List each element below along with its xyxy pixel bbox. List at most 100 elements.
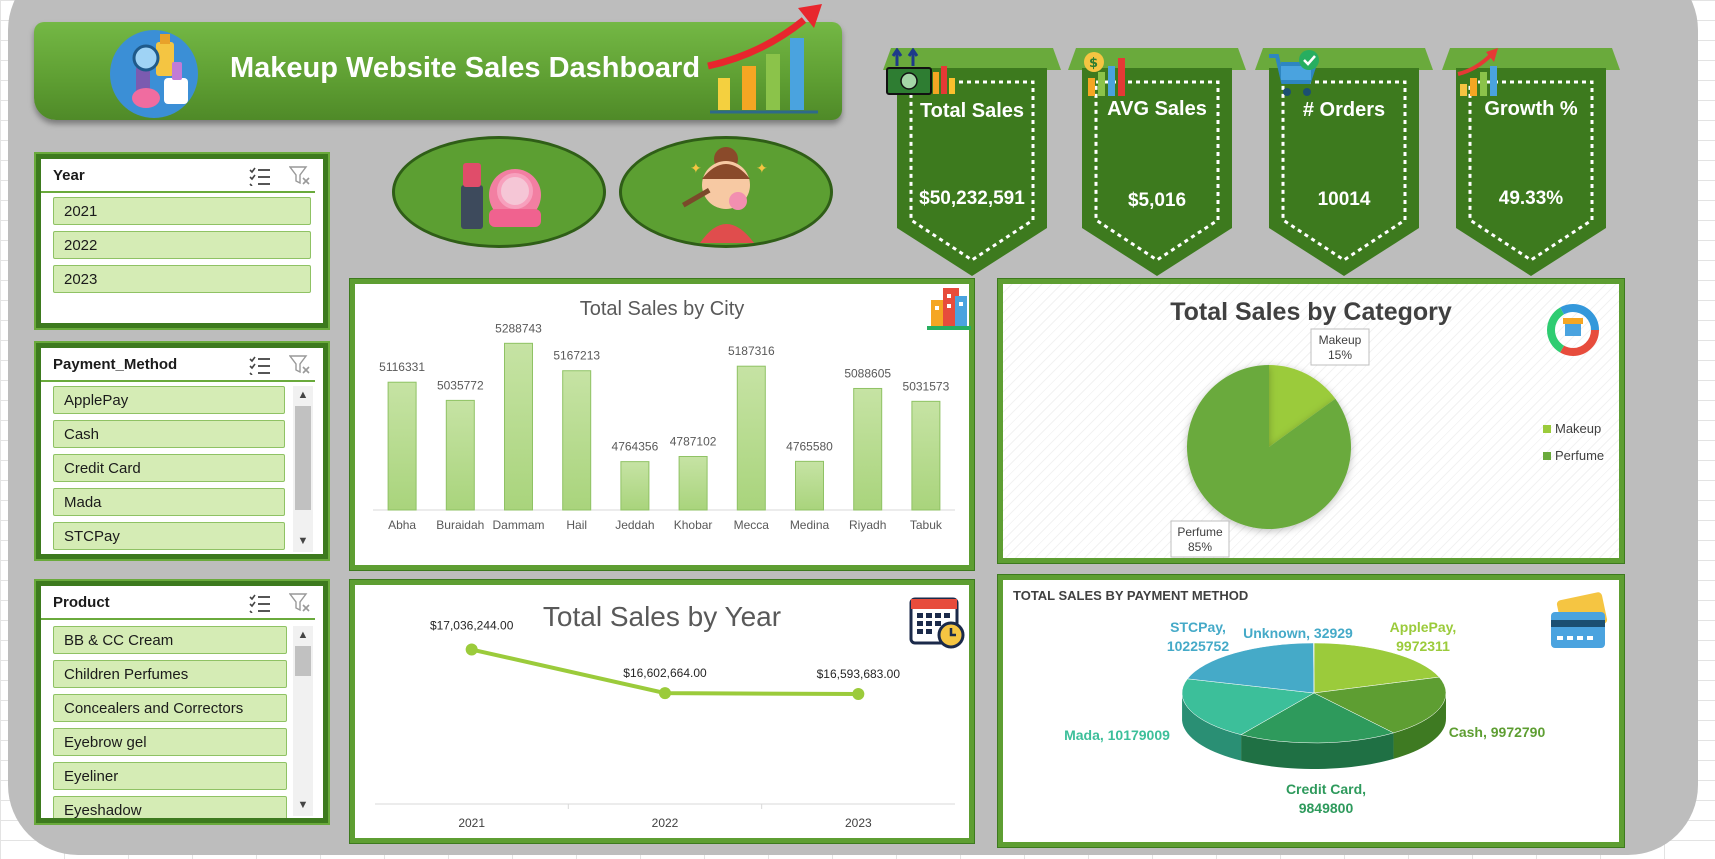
bar (736, 365, 766, 511)
year-item-2022[interactable]: 2022 (53, 231, 311, 259)
payment-item-applepay[interactable]: ApplePay (53, 386, 285, 414)
chart-title: Total Sales by Category (1170, 298, 1452, 326)
kpi-avg-sales: AVG Sales $ $5,016 (1068, 48, 1246, 278)
data-label: 4764356 (612, 440, 659, 454)
scroll-down-icon[interactable]: ▼ (297, 799, 309, 811)
clear-filter-icon[interactable] (289, 166, 311, 186)
legend-swatch (1543, 452, 1551, 460)
tick-label: Hail (566, 518, 587, 532)
payment-item-credit-card[interactable]: Credit Card (53, 454, 285, 482)
year-item-2021[interactable]: 2021 (53, 197, 311, 225)
data-label: STCPay, (1170, 619, 1226, 635)
scroll-up-icon[interactable]: ▲ (297, 389, 309, 401)
bar (678, 456, 708, 511)
data-label-box (1170, 520, 1230, 558)
year-item-2023[interactable]: 2023 (53, 265, 311, 293)
tick-label: Abha (388, 518, 416, 532)
data-point (659, 687, 671, 700)
makeup-oval-button[interactable] (392, 136, 606, 248)
product-item-eyeshadow[interactable]: Eyeshadow (53, 796, 287, 818)
bar (387, 381, 417, 511)
dollar-bars-icon: $ (1084, 52, 1125, 96)
product-slicer-header: Product (41, 586, 315, 620)
pie-slice (1240, 692, 1395, 744)
multi-select-icon[interactable] (249, 355, 271, 375)
clear-filter-icon[interactable] (289, 355, 311, 375)
product-slicer: Product BB & CC Cream Children Perfumes … (36, 581, 328, 823)
payment-pie-chart: ApplePay, 9972311 Cash, 9972790 Credit Card… (1064, 619, 1545, 816)
payment-scrollbar[interactable]: ▲ ▼ (293, 386, 313, 552)
multi-select-icon[interactable] (249, 593, 271, 613)
tick-label: Tabuk (910, 518, 943, 532)
city-store-icon (927, 288, 971, 330)
legend-swatch (1543, 425, 1551, 433)
pie-slice (1313, 642, 1440, 694)
bar (795, 460, 824, 511)
pie-slice (1269, 365, 1336, 447)
scroll-thumb[interactable] (295, 646, 311, 676)
data-label: 4765580 (786, 439, 833, 453)
chart-sales-by-payment[interactable]: TOTAL SALES BY PAYMENT METHOD ApplePay, 9… (998, 575, 1624, 847)
year-line-chart: $17,036,244.00 2021 $16,602,664.00 2022 $16,… (375, 619, 955, 830)
payment-item-mada[interactable]: Mada (53, 488, 285, 516)
chart-sales-by-city[interactable]: Total Sales by City 5116331 Abha 5035772 Bu… (350, 279, 974, 570)
dashboard-title: Makeup Website Sales Dashboard (230, 52, 701, 84)
data-label: 5288743 (495, 321, 542, 335)
pie-side (1393, 692, 1446, 759)
kpi-growth: Growth % 49.33% (1442, 48, 1620, 278)
legend-label: Makeup (1555, 421, 1601, 436)
pie-slice (1313, 676, 1447, 734)
data-label: 5035772 (437, 378, 484, 392)
city-bar-chart: 5116331 Abha 5035772 Buraidah 5288743 Dammam 5… (373, 321, 955, 532)
clear-filter-icon[interactable] (289, 593, 311, 613)
calendar-clock-icon (909, 597, 965, 649)
cart-check-icon (1269, 50, 1319, 96)
ribbon-shape (883, 48, 1061, 276)
product-item-eyeliner[interactable]: Eyeliner (53, 762, 287, 790)
product-item-bb-cc-cream[interactable]: BB & CC Cream (53, 626, 287, 654)
tick-label: 2021 (458, 816, 485, 830)
tick-label: Mecca (734, 518, 770, 532)
data-label: 5088605 (844, 366, 891, 380)
chart-sales-by-category[interactable]: Total Sales by Category Makeup 15% Perfume… (998, 279, 1624, 563)
kpi-label: Total Sales (919, 100, 1025, 122)
lipstick-compact-icon (461, 163, 541, 229)
product-item-concealers[interactable]: Concealers and Correctors (53, 694, 287, 722)
bar (445, 399, 475, 511)
payment-item-cash[interactable]: Cash (53, 420, 285, 448)
bar (911, 400, 941, 511)
chart-title: TOTAL SALES BY PAYMENT METHOD (1013, 588, 1249, 603)
scroll-down-icon[interactable]: ▼ (297, 535, 309, 547)
data-label: Credit Card, (1286, 781, 1366, 797)
product-slicer-title: Product (53, 593, 110, 611)
chart-title: Total Sales by Year (542, 601, 782, 632)
payment-item-stcpay[interactable]: STCPay (53, 522, 285, 550)
payment-slicer-title: Payment_Method (53, 355, 178, 373)
product-item-children-perfumes[interactable]: Children Perfumes (53, 660, 287, 688)
growth-chart-icon (707, 4, 822, 114)
tick-label: 2022 (652, 816, 679, 830)
ribbon-shape (1442, 48, 1620, 276)
data-label-box (1310, 328, 1370, 366)
data-label: $16,593,683.00 (817, 667, 901, 681)
tick-label: Dammam (492, 518, 544, 532)
multi-select-icon[interactable] (249, 166, 271, 186)
beauty-oval-button[interactable]: ✦ ✦ (619, 136, 833, 248)
product-scrollbar[interactable]: ▲ ▼ (293, 626, 313, 816)
data-point (465, 643, 478, 656)
payment-slicer-header: Payment_Method (41, 348, 315, 382)
scroll-up-icon[interactable]: ▲ (297, 629, 309, 641)
bar (853, 387, 883, 511)
payment-method-slicer: Payment_Method ApplePay Cash Credit Card… (36, 343, 328, 559)
tick-label: Medina (790, 518, 830, 532)
data-label: $16,602,664.00 (623, 666, 707, 680)
pie-side (1182, 694, 1242, 761)
tick-label: Jeddah (615, 518, 654, 532)
data-point (852, 688, 865, 701)
scroll-thumb[interactable] (295, 406, 311, 510)
kpi-value: $5,016 (1127, 190, 1187, 211)
year-slicer-header: Year (41, 159, 315, 193)
product-item-eyebrow-gel[interactable]: Eyebrow gel (53, 728, 287, 756)
chart-sales-by-year[interactable]: Total Sales by Year $17,036,244.00 2021 $1… (350, 580, 974, 843)
credit-card-icon (1551, 592, 1608, 648)
